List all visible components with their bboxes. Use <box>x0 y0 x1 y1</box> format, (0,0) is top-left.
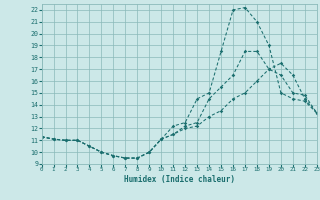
X-axis label: Humidex (Indice chaleur): Humidex (Indice chaleur) <box>124 175 235 184</box>
